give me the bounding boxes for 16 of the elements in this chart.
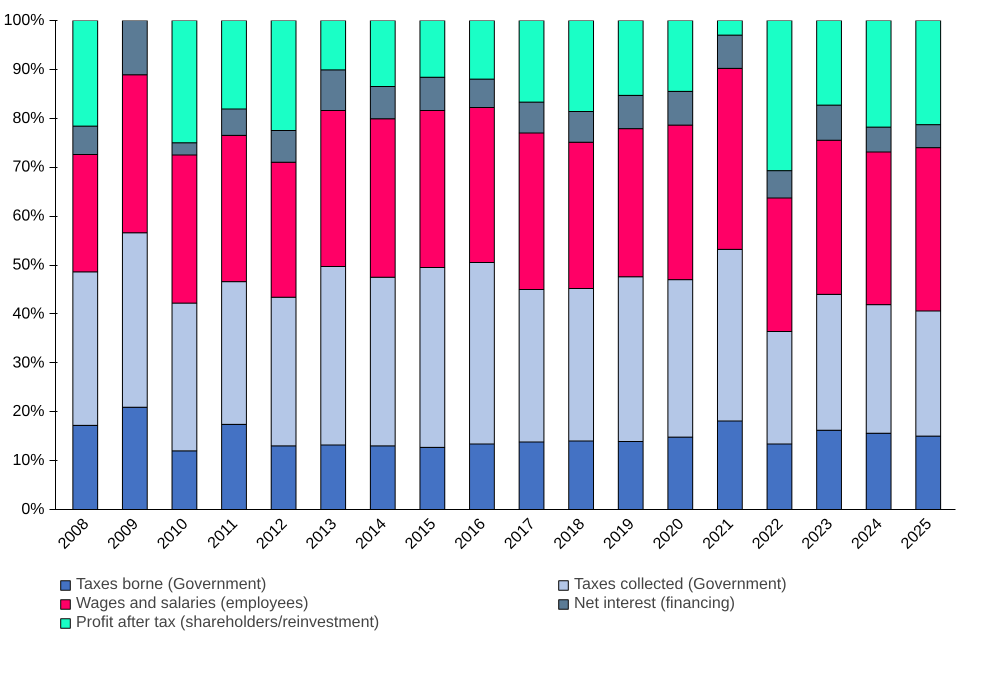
y-tick-label: 100% [4,12,44,29]
y-tick-label: 30% [12,354,45,372]
y-tick-label: 80% [12,110,45,127]
legend-label: Profit after tax (shareholders/reinvestment) [76,614,380,632]
y-tick-label: 40% [12,305,45,322]
y-tick-label: 90% [12,60,45,78]
y-tick-label: 70% [12,158,45,176]
y-tick-label: 60% [12,208,45,225]
legend-label: Taxes collected (Government) [574,576,788,594]
legend-label: Taxes borne (Government) [76,576,268,594]
y-tick-label: 10% [12,452,45,470]
legend-label: Net interest (financing) [574,595,736,613]
y-tick-label: 0% [21,501,44,518]
y-tick-label: 50% [12,256,45,274]
y-tick-label: 20% [12,403,45,420]
legend-label: Wages and salaries (employees) [76,595,310,613]
